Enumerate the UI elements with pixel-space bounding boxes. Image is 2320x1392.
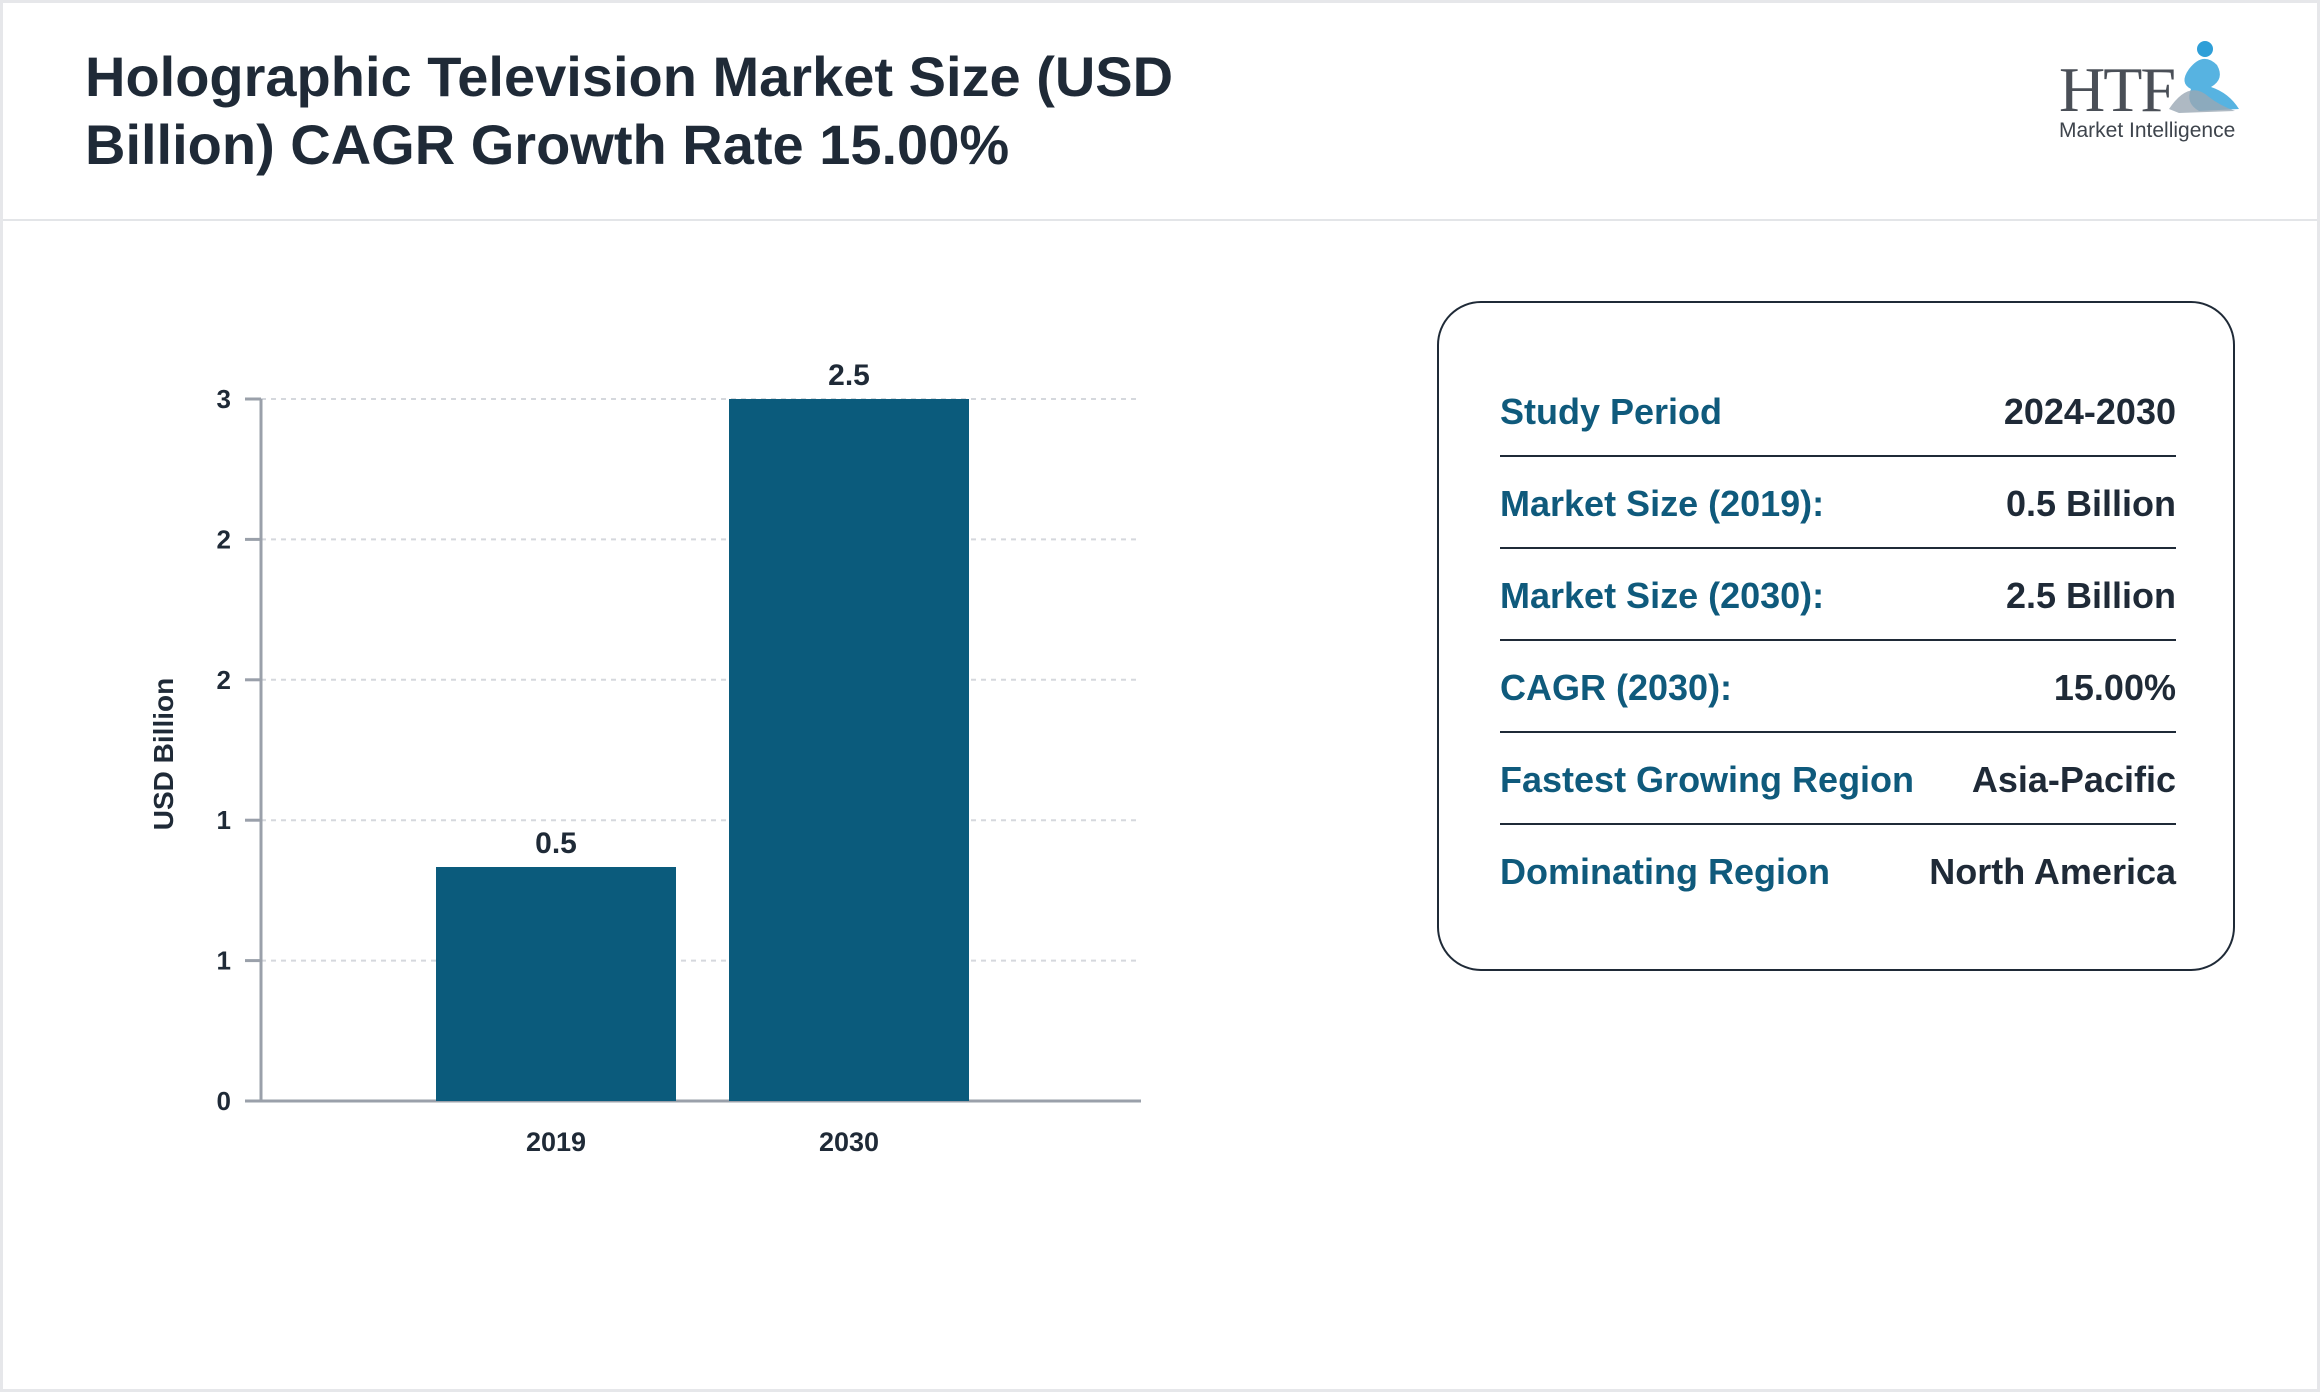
bar-chart: 0 1 1 2 2 3 USD Billion 0.5 2019 2.5 2030: [148, 359, 1141, 1157]
info-value: Asia-Pacific: [1971, 759, 2176, 800]
info-value: 0.5 Billion: [2005, 483, 2176, 524]
y-tick-label: 0: [217, 1086, 231, 1116]
logo-letters: HTF: [2059, 54, 2176, 125]
info-row: Market Size (2030): 2.5 Billion: [1500, 549, 2176, 641]
x-tick-label: 2019: [526, 1127, 586, 1157]
header: Holographic Television Market Size (USD …: [3, 3, 2317, 221]
info-row: Study Period 2024-2030: [1500, 365, 2176, 457]
x-tick-label: 2030: [819, 1127, 879, 1157]
info-row: Fastest Growing Region Asia-Pacific: [1500, 733, 2176, 825]
y-tick-label: 1: [217, 805, 231, 835]
summary-card: Study Period 2024-2030 Market Size (2019):…: [1437, 301, 2235, 971]
report-card: Holographic Television Market Size (USD …: [3, 3, 2317, 1389]
info-label: Study Period: [1500, 391, 1723, 432]
y-tick-label: 2: [217, 524, 231, 554]
info-label: CAGR (2030):: [1500, 667, 1733, 708]
bar-2019: [436, 867, 676, 1101]
y-tick-label: 1: [217, 946, 231, 976]
info-label: Market Size (2030):: [1500, 575, 1825, 616]
info-value: North America: [1929, 851, 2176, 892]
y-tick-label: 3: [217, 384, 231, 414]
info-row: CAGR (2030): 15.00%: [1500, 641, 2176, 733]
page-title: Holographic Television Market Size (USD …: [85, 45, 1174, 176]
info-label: Dominating Region: [1500, 851, 1830, 892]
logo-figure-icon: [2169, 41, 2239, 113]
bar-2030: [729, 399, 969, 1101]
y-axis-title: USD Billion: [148, 678, 179, 830]
info-value: 2.5 Billion: [2005, 575, 2176, 616]
info-row: Market Size (2019): 0.5 Billion: [1500, 457, 2176, 549]
info-value: 15.00%: [2053, 667, 2176, 708]
htf-logo: HTF Market Intelligence: [2049, 39, 2249, 149]
y-tick-label: 2: [217, 665, 231, 695]
info-label: Market Size (2019):: [1500, 483, 1825, 524]
info-value: 2024-2030: [2003, 391, 2176, 432]
data-label: 2.5: [828, 359, 870, 392]
logo-subtitle: Market Intelligence: [2059, 119, 2236, 142]
data-label: 0.5: [535, 827, 577, 860]
info-label: Fastest Growing Region: [1500, 759, 1915, 800]
info-row: Dominating Region North America: [1500, 825, 2176, 917]
